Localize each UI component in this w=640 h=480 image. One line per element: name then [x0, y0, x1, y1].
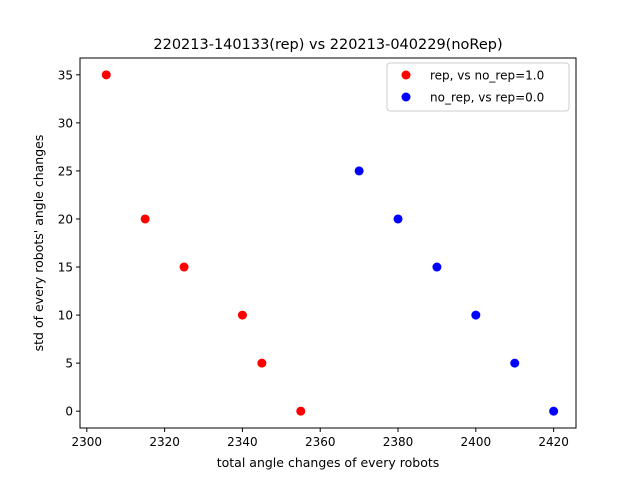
y-tick-label: 30 — [58, 116, 73, 130]
legend-frame — [386, 62, 570, 112]
legend: rep, vs no_rep=1.0 no_rep, vs rep=0.0 — [386, 62, 570, 112]
x-tick-label: 2420 — [538, 435, 569, 449]
x-axis: 2300 2320 2340 2360 2380 2400 2420 — [72, 428, 569, 449]
data-points — [101, 70, 559, 416]
x-tick-label: 2360 — [305, 435, 336, 449]
x-axis-label: total angle changes of every robots — [217, 455, 440, 470]
legend-label-rep: rep, vs no_rep=1.0 — [430, 69, 544, 83]
point-no-rep — [510, 358, 520, 368]
point-no-rep — [549, 406, 559, 416]
point-no-rep — [393, 214, 403, 224]
y-tick-label: 25 — [58, 164, 73, 178]
point-no-rep — [354, 166, 364, 176]
chart-title: 220213-140133(rep) vs 220213-040229(noRe… — [153, 37, 502, 53]
legend-label-no-rep: no_rep, vs rep=0.0 — [430, 91, 544, 105]
y-tick-label: 0 — [65, 405, 73, 419]
legend-marker-no-rep — [401, 92, 411, 102]
y-tick-label: 5 — [65, 357, 73, 371]
y-axis: 0 5 10 15 20 25 30 35 — [58, 68, 80, 419]
x-tick-label: 2300 — [72, 435, 103, 449]
point-no-rep — [432, 262, 442, 272]
point-rep — [257, 358, 267, 368]
point-rep — [179, 262, 189, 272]
point-rep — [296, 406, 306, 416]
point-rep — [140, 214, 150, 224]
y-axis-label: std of every robots' angle changes — [31, 135, 46, 352]
point-no-rep — [471, 310, 481, 320]
x-tick-label: 2380 — [383, 435, 414, 449]
y-tick-label: 10 — [58, 309, 73, 323]
plot-area: 2300 2320 2340 2360 2380 2400 2420 0 5 10 15 20 25 3… — [58, 57, 577, 449]
x-tick-label: 2320 — [149, 435, 180, 449]
y-tick-label: 35 — [58, 68, 73, 82]
y-tick-label: 15 — [58, 261, 73, 275]
legend-marker-rep — [401, 70, 411, 80]
axes-frame — [79, 57, 577, 429]
y-tick-label: 20 — [58, 212, 73, 226]
x-tick-label: 2340 — [227, 435, 258, 449]
x-tick-label: 2400 — [461, 435, 492, 449]
point-rep — [237, 310, 247, 320]
point-rep — [101, 70, 111, 80]
